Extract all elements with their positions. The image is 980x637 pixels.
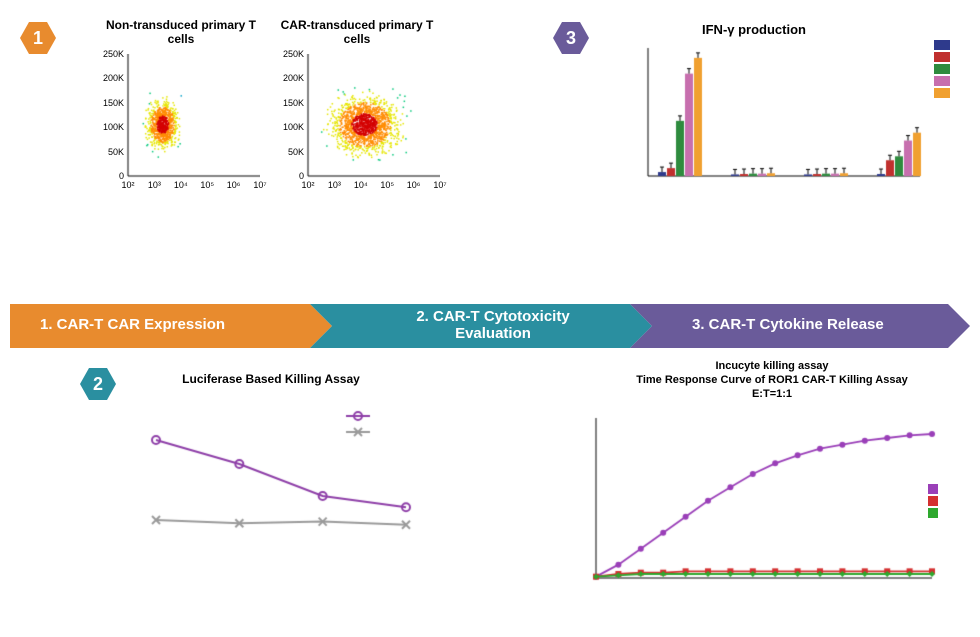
scatter-plot-left: [100, 54, 260, 194]
workflow-arrow-band: 1. CAR-T CAR Expression 2. CAR-T Cytotox…: [10, 304, 970, 348]
incucyte-legend-item: [928, 484, 942, 494]
x-tick-label: 10³: [142, 180, 166, 190]
hexagon-3-label: 3: [566, 28, 576, 49]
y-tick-label: 200K: [274, 73, 304, 83]
x-tick-label: 10⁶: [402, 180, 426, 190]
y-tick-label: 150K: [274, 98, 304, 108]
ifng-bar-chart: [624, 44, 924, 194]
legend-marker: [928, 484, 938, 494]
x-tick-label: 10⁶: [222, 180, 246, 190]
ifng-canvas: [624, 44, 924, 194]
incucyte-title-3: E:T=1:1: [612, 388, 932, 400]
scatter-canvas-right: [280, 54, 440, 194]
arrow-1-text: 1. CAR-T CAR Expression: [40, 316, 225, 333]
incucyte-legend: [928, 484, 942, 520]
x-tick-label: 10⁷: [428, 180, 452, 190]
x-tick-label: 10⁴: [349, 180, 373, 190]
hexagon-badge-3: 3: [553, 22, 589, 54]
y-tick-label: 200K: [94, 73, 124, 83]
x-tick-label: 10⁵: [195, 180, 219, 190]
incucyte-title-2: Time Response Curve of ROR1 CAR-T Killin…: [572, 374, 972, 386]
ifng-legend-item: [934, 40, 954, 50]
incucyte-chart: [572, 408, 942, 598]
incucyte-canvas: [572, 408, 942, 598]
incucyte-title-1: Incucyte killing assay: [612, 360, 932, 372]
incucyte-legend-item: [928, 508, 942, 518]
y-tick-label: 50K: [94, 147, 124, 157]
legend-swatch: [934, 40, 950, 50]
scatter-canvas-left: [100, 54, 260, 194]
legend-marker: [928, 508, 938, 518]
scatter-right-title: CAR-transduced primary T cells: [272, 18, 442, 46]
x-tick-label: 10⁵: [375, 180, 399, 190]
y-tick-label: 150K: [94, 98, 124, 108]
hexagon-2-label: 2: [93, 374, 103, 395]
legend-swatch: [934, 76, 950, 86]
ifng-legend-item: [934, 64, 954, 74]
legend-swatch: [934, 64, 950, 74]
ifng-legend-item: [934, 76, 954, 86]
ifng-title: IFN-γ production: [664, 22, 844, 37]
luciferase-canvas: [136, 398, 416, 588]
scatter-plot-right: [280, 54, 440, 194]
y-tick-label: 100K: [274, 122, 304, 132]
y-tick-label: 50K: [274, 147, 304, 157]
y-tick-label: 250K: [274, 49, 304, 59]
ifng-legend-item: [934, 52, 954, 62]
y-tick-label: 100K: [94, 122, 124, 132]
legend-swatch: [934, 52, 950, 62]
luciferase-title: Luciferase Based Killing Assay: [146, 372, 396, 386]
hexagon-badge-1: 1: [20, 22, 56, 54]
arrow-2-text: 2. CAR-T Cytotoxicity Evaluation: [378, 308, 608, 342]
hexagon-1-label: 1: [33, 28, 43, 49]
legend-marker: [928, 496, 938, 506]
x-tick-label: 10⁷: [248, 180, 272, 190]
hexagon-badge-2: 2: [80, 368, 116, 400]
legend-swatch: [934, 88, 950, 98]
x-tick-label: 10⁴: [169, 180, 193, 190]
incucyte-legend-item: [928, 496, 942, 506]
ifng-legend: [934, 40, 954, 100]
luciferase-chart: [136, 398, 416, 588]
arrow-3-text: 3. CAR-T Cytokine Release: [692, 316, 884, 333]
x-tick-label: 10²: [296, 180, 320, 190]
x-tick-label: 10²: [116, 180, 140, 190]
y-tick-label: 250K: [94, 49, 124, 59]
ifng-legend-item: [934, 88, 954, 98]
scatter-left-title: Non-transduced primary T cells: [96, 18, 266, 46]
x-tick-label: 10³: [322, 180, 346, 190]
